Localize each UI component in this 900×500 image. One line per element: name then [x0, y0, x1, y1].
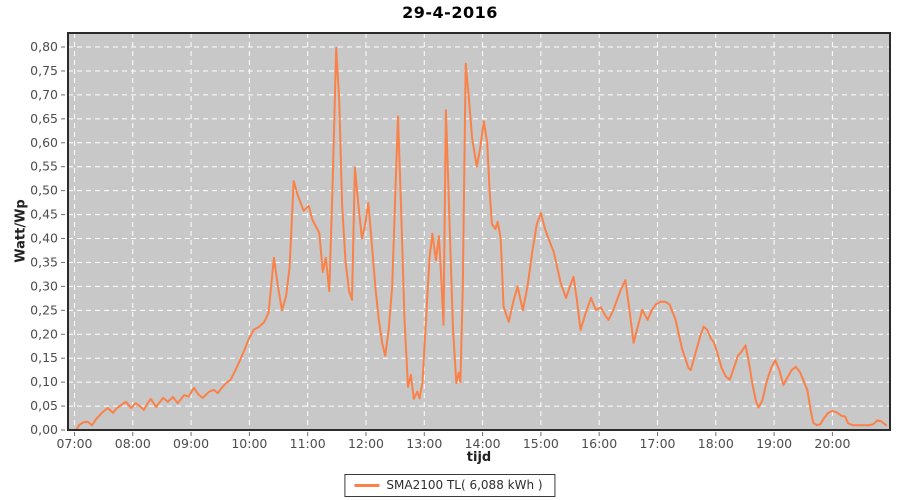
y-tick-label: 0,15: [30, 350, 58, 365]
x-tick-label: 14:00: [465, 436, 501, 451]
y-tick-label: 0,70: [30, 87, 58, 102]
legend-line-swatch: [354, 483, 380, 487]
x-tick-label: 20:00: [814, 436, 850, 451]
x-tick-label: 15:00: [523, 436, 559, 451]
y-tick-label: 0,00: [30, 422, 58, 437]
y-tick-label: 0,45: [30, 207, 58, 222]
x-tick-label: 16:00: [581, 436, 617, 451]
plot-area: 07:00 08:00 09:00 10:00 11:00 12:00 13:00 14:00…: [30, 32, 891, 451]
y-tick-label: 0,65: [30, 111, 58, 126]
x-tick-label: 13:00: [406, 436, 442, 451]
y-tick-label: 0,30: [30, 278, 58, 293]
y-tick-label: 0,60: [30, 135, 58, 150]
x-tick-label: 09:00: [173, 436, 209, 451]
y-axis-title: Watt/Wp: [13, 199, 29, 263]
x-tick-label: 10:00: [231, 436, 267, 451]
legend-label: SMA2100 TL( 6,088 kWh ): [386, 478, 543, 492]
y-tick-label: 0,40: [30, 231, 58, 246]
x-tick-label: 17:00: [639, 436, 675, 451]
y-tick-label: 0,55: [30, 159, 58, 174]
x-tick-label: 12:00: [348, 436, 384, 451]
plot-background: [68, 33, 890, 430]
y-tick-label: 0,35: [30, 254, 58, 269]
y-tick-label: 0,75: [30, 63, 58, 78]
y-tick-label: 0,25: [30, 302, 58, 317]
x-tick-label: 18:00: [698, 436, 734, 451]
x-axis-title: tijd: [466, 450, 492, 465]
y-tick-label: 0,80: [30, 39, 58, 54]
x-tick-label: 07:00: [56, 436, 92, 451]
y-tick-label: 0,05: [30, 398, 58, 413]
x-tick-label: 19:00: [756, 436, 792, 451]
legend: SMA2100 TL( 6,088 kWh ): [344, 474, 556, 497]
y-tick-label: 0,10: [30, 374, 58, 389]
chart-title: 29-4-2016: [402, 3, 498, 22]
x-tick-label: 08:00: [115, 436, 151, 451]
y-tick-label: 0,20: [30, 326, 58, 341]
x-tick-label: 11:00: [290, 436, 326, 451]
y-tick-label: 0,50: [30, 183, 58, 198]
plot-border: [67, 32, 891, 431]
series-line: [75, 47, 887, 431]
